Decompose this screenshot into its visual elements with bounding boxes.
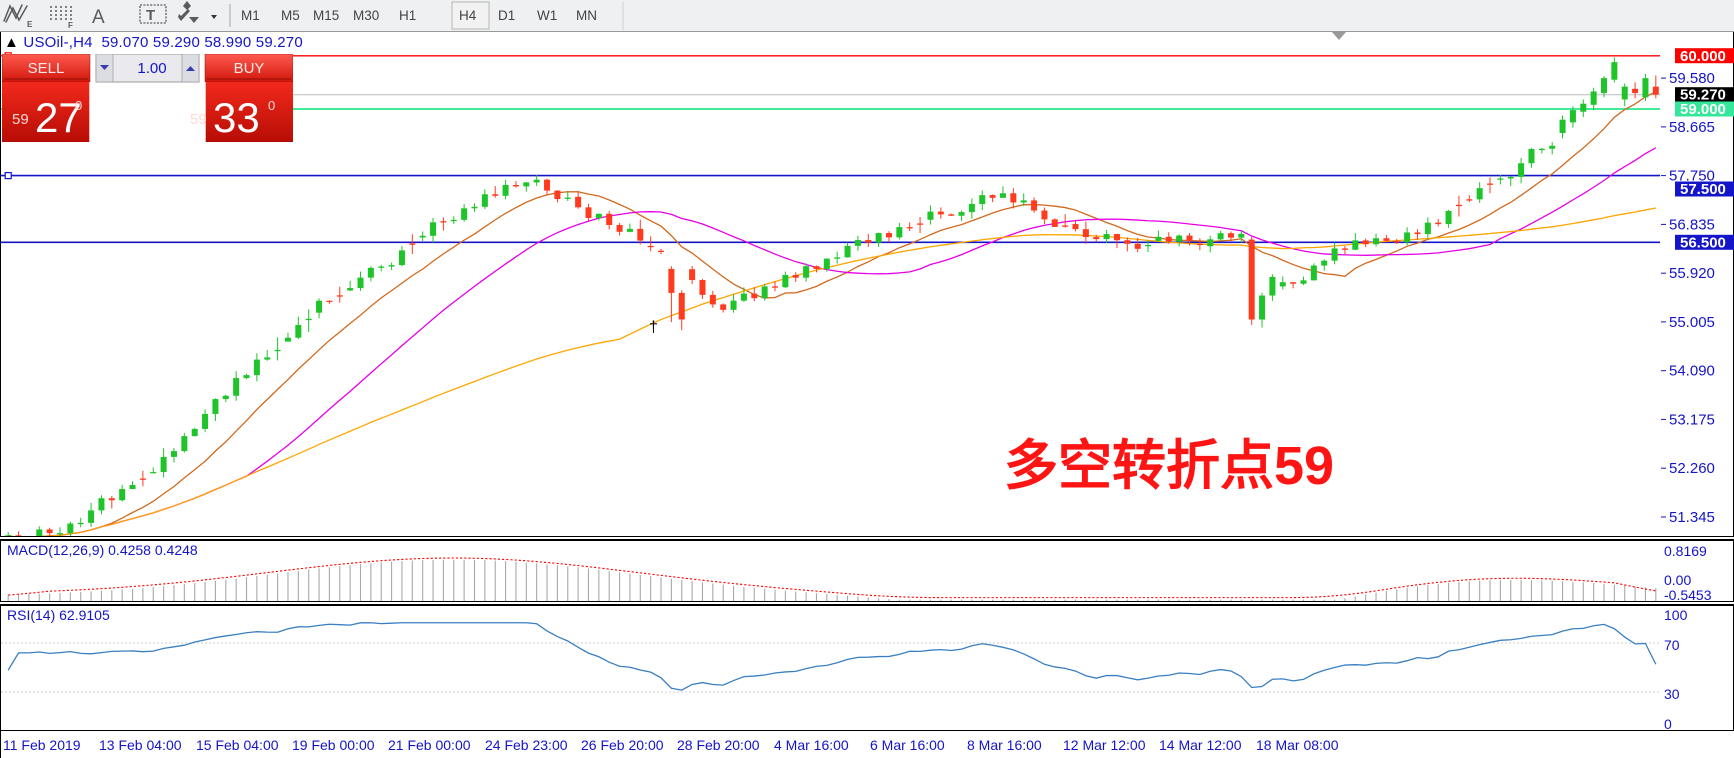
svg-text:55.005: 55.005 xyxy=(1669,314,1715,331)
svg-text:BUY: BUY xyxy=(234,60,265,77)
svg-text:56.835: 56.835 xyxy=(1669,216,1715,233)
svg-text:57.500: 57.500 xyxy=(1680,181,1726,198)
svg-text:†: † xyxy=(649,319,658,336)
svg-text:0: 0 xyxy=(75,98,82,113)
svg-text:33: 33 xyxy=(213,94,260,141)
svg-text:E: E xyxy=(27,20,33,29)
svg-text:多空转折点59: 多空转折点59 xyxy=(1004,436,1334,496)
svg-text:53.175: 53.175 xyxy=(1669,411,1715,428)
svg-text:M1: M1 xyxy=(241,8,260,23)
svg-text:51.345: 51.345 xyxy=(1669,509,1715,526)
svg-text:60.000: 60.000 xyxy=(1680,48,1726,65)
svg-text:H1: H1 xyxy=(399,8,416,23)
svg-text:55.920: 55.920 xyxy=(1669,265,1715,282)
svg-text:54.090: 54.090 xyxy=(1669,363,1715,380)
svg-text:59: 59 xyxy=(12,111,29,128)
svg-text:1.00: 1.00 xyxy=(137,60,166,77)
svg-text:56.500: 56.500 xyxy=(1680,234,1726,251)
svg-text:D1: D1 xyxy=(498,8,515,23)
svg-text:M5: M5 xyxy=(281,8,300,23)
svg-text:T: T xyxy=(146,7,155,24)
svg-text:SELL: SELL xyxy=(28,60,65,77)
svg-text:H4: H4 xyxy=(459,8,477,23)
svg-text:59: 59 xyxy=(190,111,207,128)
svg-text:W1: W1 xyxy=(537,8,557,23)
svg-text:M15: M15 xyxy=(313,8,339,23)
svg-text:RSI(14) 62.9105: RSI(14) 62.9105 xyxy=(7,607,110,623)
svg-text:MACD(12,26,9) 0.4258 0.4248: MACD(12,26,9) 0.4258 0.4248 xyxy=(7,542,198,558)
svg-text:52.260: 52.260 xyxy=(1669,460,1715,477)
svg-text:M30: M30 xyxy=(353,8,379,23)
svg-text:59.000: 59.000 xyxy=(1680,101,1726,118)
svg-text:58.665: 58.665 xyxy=(1669,119,1715,136)
svg-text:MN: MN xyxy=(576,8,597,23)
svg-text:0: 0 xyxy=(268,98,275,113)
svg-text:59.580: 59.580 xyxy=(1669,70,1715,87)
svg-text:A: A xyxy=(92,7,105,28)
svg-text:F: F xyxy=(68,21,73,30)
